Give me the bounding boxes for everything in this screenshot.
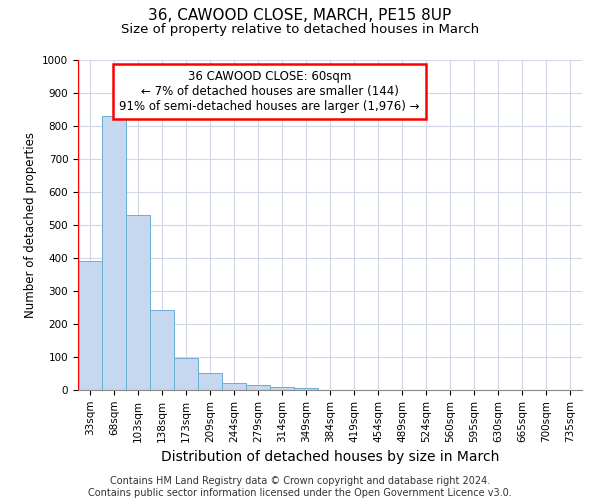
Bar: [174, 358, 198, 390]
Bar: [198, 373, 222, 390]
Y-axis label: Number of detached properties: Number of detached properties: [23, 132, 37, 318]
Bar: [126, 215, 150, 390]
X-axis label: Distribution of detached houses by size in March: Distribution of detached houses by size …: [161, 450, 499, 464]
Bar: [78, 262, 102, 390]
Text: Size of property relative to detached houses in March: Size of property relative to detached ho…: [121, 22, 479, 36]
Bar: [270, 386, 294, 390]
Bar: [246, 385, 270, 390]
Text: 36, CAWOOD CLOSE, MARCH, PE15 8UP: 36, CAWOOD CLOSE, MARCH, PE15 8UP: [148, 8, 452, 22]
Bar: [102, 116, 126, 390]
Bar: [294, 388, 318, 390]
Text: Contains HM Land Registry data © Crown copyright and database right 2024.
Contai: Contains HM Land Registry data © Crown c…: [88, 476, 512, 498]
Bar: [150, 310, 174, 390]
Text: 36 CAWOOD CLOSE: 60sqm
← 7% of detached houses are smaller (144)
91% of semi-det: 36 CAWOOD CLOSE: 60sqm ← 7% of detached …: [119, 70, 420, 113]
Bar: [222, 384, 246, 390]
